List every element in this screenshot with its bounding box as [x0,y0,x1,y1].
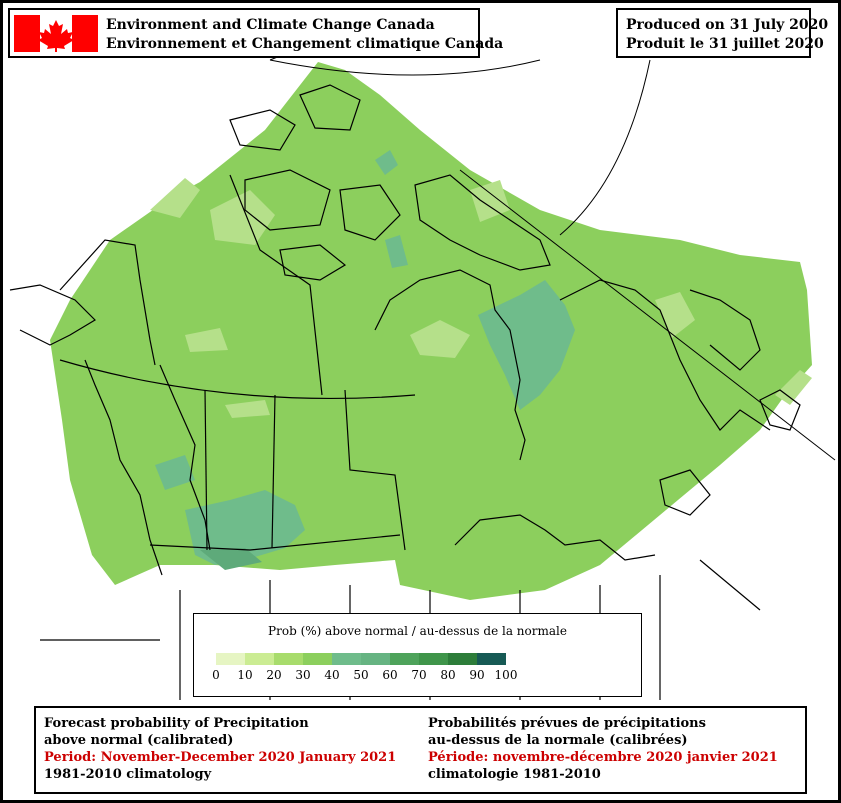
caption-en-climatology: 1981-2010 climatology [44,767,212,782]
legend-tick: 50 [353,668,369,682]
diagonal-meridian [459,169,836,461]
legend-tick: 30 [295,668,311,682]
light-patch-east [655,292,695,338]
light-patch-west [185,328,228,352]
legend-tick: 90 [469,668,485,682]
hudson-bay-shore [374,269,526,461]
agency-name-fr: Environnement et Changement climatique C… [106,36,504,52]
legend-tick: 10 [237,668,253,682]
light-patch-north [210,190,275,245]
us-border [149,534,401,551]
legend-swatch-0 [216,653,245,665]
legend-swatch-9 [477,653,506,665]
great-lakes-area [454,514,656,561]
legend-swatch-5 [361,653,390,665]
graticule-arc-north [269,59,541,76]
alaska-coast [9,284,96,346]
legend-tick: 100 [494,668,518,682]
legend-tick: 20 [266,668,282,682]
mb-on-border [344,389,406,551]
legend-tick: 0 [212,668,220,682]
caption-fr-period: Période: novembre-décembre 2020 janvier … [428,750,778,765]
graticule-arc-east [559,59,651,236]
sk-mb-border [271,394,276,549]
arctic-islands-2 [299,84,361,131]
agency-name-en: Environment and Climate Change Canada [106,17,435,33]
legend-swatch-4 [332,653,361,665]
legend-swatch-7 [419,653,448,665]
teal-patch-hudson [478,280,575,410]
legend-tick: 80 [440,668,456,682]
caption-en-line1: Forecast probability of Precipitation [44,716,309,731]
yukon-bc-border [59,239,156,366]
teal-patch-south [185,490,305,565]
newfoundland [759,389,801,431]
pacific-coast [84,359,163,576]
canada-flag-logo [14,15,98,52]
projection-lines [269,39,836,461]
light-patch-prairie [225,400,270,418]
quebec-shore [559,279,771,431]
legend-swatch-1 [245,653,274,665]
arctic-islands-4 [339,184,401,241]
teal-patch-bc [155,455,195,490]
legend-swatch-6 [390,653,419,665]
caption-en-period: Period: November-December 2020 January 2… [44,750,397,765]
light-patch-nw [150,178,200,218]
legend-color-bar [216,653,506,665]
light-patch-arctic [470,180,510,222]
legend-tick: 70 [411,668,427,682]
teal-patch-border [200,548,262,570]
maritimes [659,469,711,516]
caption-fr-line2: au-dessus de la normale (calibrées) [428,733,688,748]
bc-ab-border [159,364,211,551]
legend-swatch-2 [274,653,303,665]
agency-header: Environment and Climate Change Canada En… [8,8,503,58]
legend-title: Prob (%) above normal / au-dessus de la … [268,624,567,638]
light-patch-center [410,320,470,358]
boundaries [9,84,801,700]
nwt-nunavut-border [229,174,323,396]
arctic-islands-3 [244,169,331,231]
produced-date-box: Produced on 31 July 2020 Produit le 31 j… [616,8,828,58]
arctic-islands-1 [229,109,296,151]
legend-tick-labels: 0 10 20 30 40 50 60 70 80 90 100 [194,668,643,686]
latitude-60 [59,359,416,400]
light-patch-se [775,370,812,405]
ab-sk-border [204,389,208,551]
produced-date-en: Produced on 31 July 2020 [626,17,829,33]
teal-patch-arctic [375,150,398,175]
arctic-islands-5 [279,244,347,281]
labrador-coast [689,289,761,371]
baffin-island [414,174,551,271]
forecast-caption: Forecast probability of Precipitation ab… [34,706,807,794]
probability-legend: Prob (%) above normal / au-dessus de la … [193,613,642,697]
probability-shading [50,62,812,600]
teal-patch-islands [385,235,408,268]
legend-tick: 60 [382,668,398,682]
produced-date-fr: Produit le 31 juillet 2020 [626,36,824,52]
caption-fr-climatology: climatologie 1981-2010 [428,767,601,782]
legend-tick: 40 [324,668,340,682]
legend-swatch-8 [448,653,477,665]
caption-fr-line1: Probabilités prévues de précipitations [428,716,706,731]
caption-en-line2: above normal (calibrated) [44,733,234,748]
legend-swatch-3 [303,653,332,665]
